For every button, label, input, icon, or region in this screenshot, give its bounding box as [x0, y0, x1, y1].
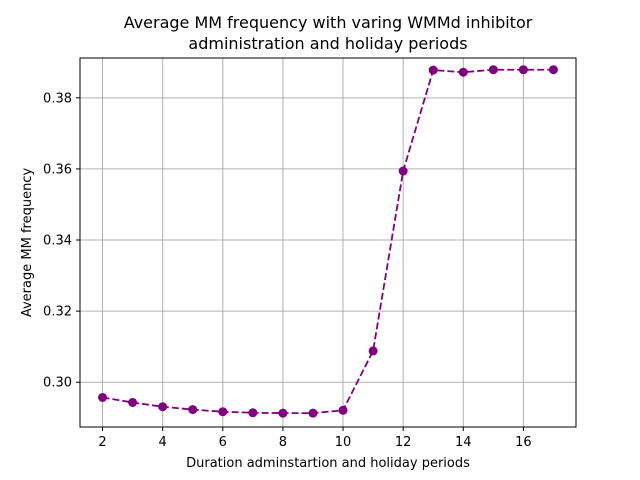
data-point: [458, 67, 468, 77]
chart-title-line: Average MM frequency with varing WMMd in…: [124, 13, 533, 32]
x-tick-label: 14: [455, 435, 472, 450]
data-point: [338, 405, 348, 415]
y-tick-label: 0.36: [43, 162, 72, 177]
y-tick-label: 0.38: [43, 91, 72, 106]
axis-ticks: 2 4 6 8 10 12 14 16 0.30 0.32 0.34 0.36 0.38: [43, 91, 532, 450]
y-axis-label: Average MM frequency: [20, 168, 35, 318]
data-point: [98, 392, 108, 402]
data-point: [488, 65, 498, 75]
data-point: [278, 408, 288, 418]
data-point: [158, 402, 168, 412]
series: [98, 65, 558, 418]
x-tick-label: 6: [219, 435, 227, 450]
x-tick-label: 2: [98, 435, 106, 450]
series-line: [102, 68, 554, 415]
data-point: [368, 346, 378, 356]
data-point: [248, 408, 258, 418]
grid-lines: [80, 58, 576, 427]
data-point: [308, 408, 318, 418]
plot-area-frame: [79, 57, 577, 428]
data-point: [518, 65, 528, 75]
chart-title: Average MM frequency with varing WMMd in…: [124, 13, 533, 53]
data-point: [128, 397, 138, 407]
x-tick-label: 10: [335, 435, 352, 450]
x-tick-label: 4: [159, 435, 167, 450]
data-point: [188, 405, 198, 415]
x-tick-label: 12: [395, 435, 412, 450]
y-tick-label: 0.32: [43, 305, 72, 320]
y-tick-label: 0.34: [43, 234, 72, 249]
data-point: [548, 65, 558, 75]
data-point: [398, 166, 408, 176]
x-tick-label: 16: [515, 435, 532, 450]
x-axis-label: Duration adminstartion and holiday perio…: [186, 456, 470, 471]
data-point: [218, 407, 228, 417]
x-tick-label: 8: [279, 435, 287, 450]
y-tick-label: 0.30: [43, 376, 72, 391]
data-point: [428, 65, 438, 75]
chart-title-line: administration and holiday periods: [188, 34, 467, 53]
